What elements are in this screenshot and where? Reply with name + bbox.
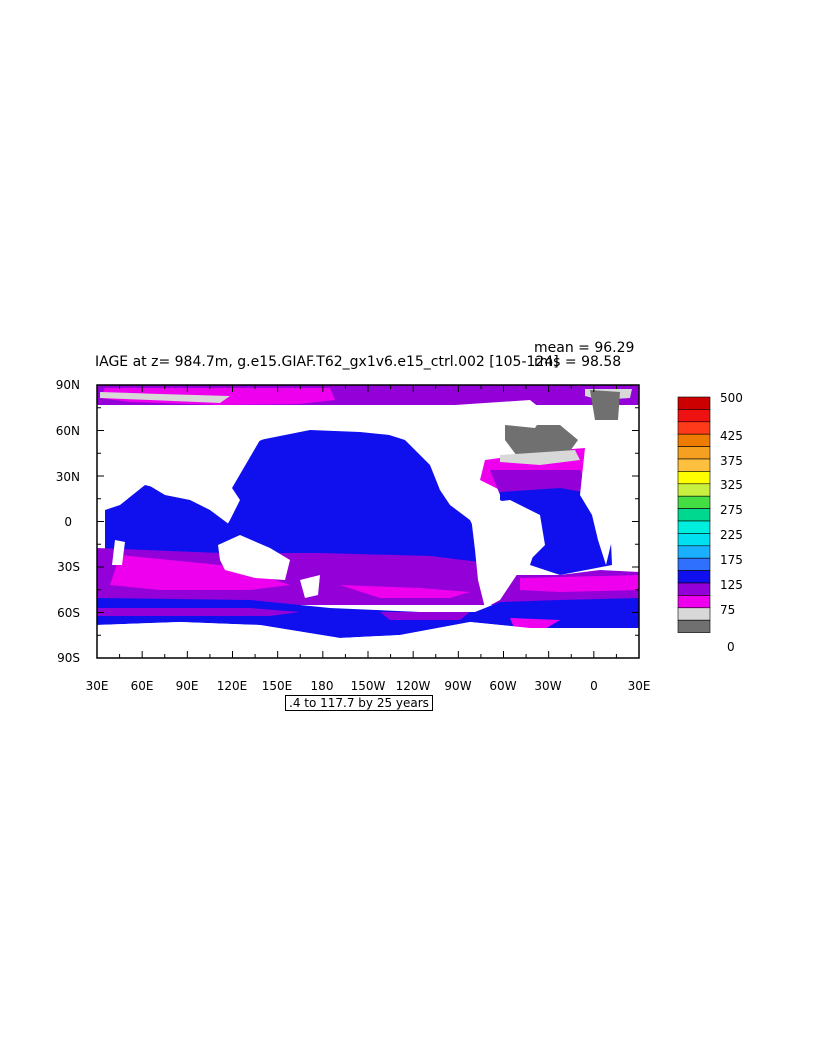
contour-range-note: .4 to 117.7 by 25 years bbox=[285, 695, 433, 711]
latitude-labels: 90N 60N 30N 0 30S 60S 90S bbox=[56, 378, 80, 665]
mean-stat: mean = 96.29 bbox=[534, 340, 635, 356]
pacific-blue-region bbox=[215, 430, 482, 575]
madagascar-land bbox=[112, 540, 125, 565]
colorbar-swatch bbox=[677, 433, 711, 447]
north-atlantic-light-gray-band bbox=[500, 450, 580, 465]
colorbar-swatch bbox=[677, 582, 711, 596]
lat-label-0: 0 bbox=[64, 515, 72, 529]
colorbar-swatch bbox=[677, 446, 711, 460]
south-indian-magenta-band bbox=[110, 555, 290, 590]
circumpolar-purple-streak bbox=[97, 608, 300, 616]
colorbar-label-175: 175 bbox=[720, 553, 743, 567]
circumpolar-purple-streak-east bbox=[380, 612, 470, 620]
lon-label-60e: 60E bbox=[131, 679, 154, 693]
lon-label-150e: 150E bbox=[262, 679, 293, 693]
colorbar-swatch bbox=[677, 471, 711, 485]
colorbar-swatch bbox=[677, 483, 711, 497]
colorbar-swatch bbox=[677, 508, 711, 522]
south-america-land bbox=[470, 500, 545, 608]
colorbar-labels: 500 425 375 325 275 225 175 125 75 0 bbox=[720, 391, 743, 654]
colorbar-swatch bbox=[677, 396, 711, 410]
colorbar bbox=[677, 396, 711, 633]
lat-label-30s: 30S bbox=[57, 560, 80, 574]
lon-label-120w: 120W bbox=[396, 679, 431, 693]
new-zealand-land bbox=[300, 575, 320, 598]
colorbar-label-225: 225 bbox=[720, 528, 743, 542]
longitude-labels: 30E 60E 90E 120E 150E 180 150W 120W 90W … bbox=[86, 679, 651, 693]
colorbar-swatch bbox=[677, 545, 711, 559]
colorbar-label-425: 425 bbox=[720, 429, 743, 443]
lon-label-90e: 90E bbox=[176, 679, 199, 693]
colorbar-swatch bbox=[677, 557, 711, 571]
colorbar-swatch bbox=[677, 607, 711, 621]
south-atlantic-magenta-band bbox=[520, 575, 639, 592]
arctic-light-gray-region bbox=[100, 392, 230, 403]
lon-label-180: 180 bbox=[311, 679, 334, 693]
axis-ticks bbox=[96, 384, 640, 659]
lat-label-90s: 90S bbox=[57, 651, 80, 665]
colorbar-label-75: 75 bbox=[720, 603, 735, 617]
lat-label-60s: 60S bbox=[57, 606, 80, 620]
lat-label-30n: 30N bbox=[56, 470, 80, 484]
colorbar-swatch bbox=[677, 520, 711, 534]
africa-west-land bbox=[580, 448, 638, 565]
lon-label-30e: 30E bbox=[86, 679, 109, 693]
lon-label-150w: 150W bbox=[351, 679, 386, 693]
lon-label-30w: 30W bbox=[534, 679, 561, 693]
lon-label-30e-end: 30E bbox=[628, 679, 651, 693]
lon-label-90w: 90W bbox=[444, 679, 471, 693]
greenland-sea-dark-gray bbox=[590, 390, 620, 420]
colorbar-swatch bbox=[677, 570, 711, 584]
north-atlantic-purple-region bbox=[490, 470, 590, 495]
land-masses bbox=[97, 400, 639, 658]
australia-land bbox=[218, 535, 290, 580]
colorbar-label-375: 375 bbox=[720, 454, 743, 468]
colorbar-swatch bbox=[677, 533, 711, 547]
colorbar-swatch bbox=[677, 409, 711, 423]
colorbar-label-500: 500 bbox=[720, 391, 743, 405]
indian-ocean-blue-region bbox=[105, 480, 230, 560]
north-america-land bbox=[455, 400, 545, 455]
lon-label-60w: 60W bbox=[489, 679, 516, 693]
colorbar-swatch bbox=[677, 421, 711, 435]
colorbar-swatch bbox=[677, 495, 711, 509]
rms-stat: rms = 98.58 bbox=[534, 354, 622, 370]
colorbar-label-125: 125 bbox=[720, 578, 743, 592]
colorbar-label-0: 0 bbox=[727, 640, 735, 654]
south-pacific-magenta-band bbox=[340, 585, 470, 598]
lon-label-0: 0 bbox=[590, 679, 598, 693]
colorbar-label-275: 275 bbox=[720, 503, 743, 517]
lat-label-60n: 60N bbox=[56, 424, 80, 438]
colorbar-swatch bbox=[677, 458, 711, 472]
colorbar-swatch bbox=[677, 619, 711, 633]
eurasia-africa-land bbox=[97, 405, 480, 520]
lat-label-90n: 90N bbox=[56, 378, 80, 392]
colorbar-label-325: 325 bbox=[720, 478, 743, 492]
colorbar-swatch bbox=[677, 595, 711, 609]
lon-label-120e: 120E bbox=[217, 679, 248, 693]
antarctica-land bbox=[97, 622, 639, 658]
plot-title: IAGE at z= 984.7m, g.e15.GIAF.T62_gx1v6.… bbox=[95, 354, 559, 370]
